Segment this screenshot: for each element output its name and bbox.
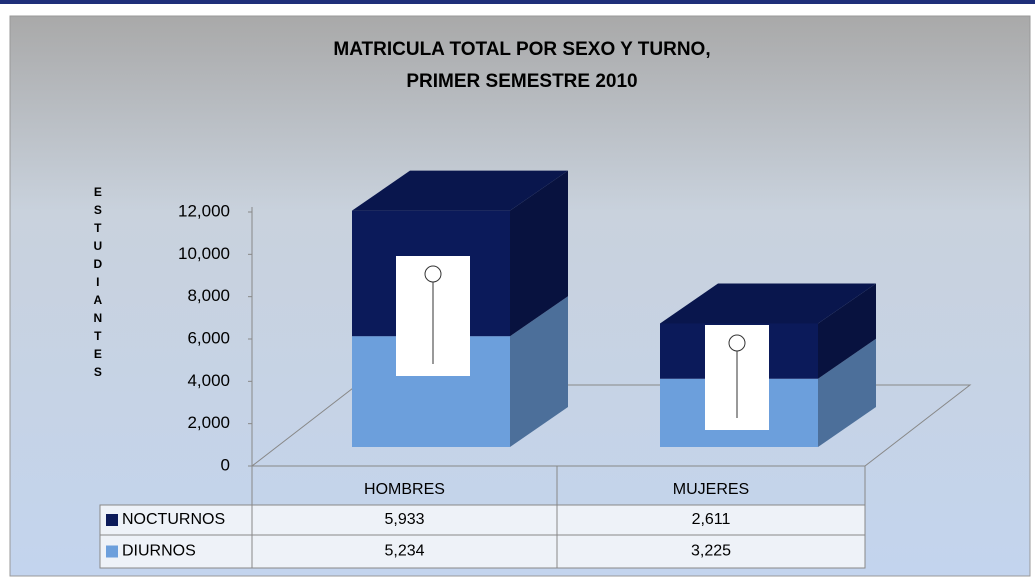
legend-label: NOCTURNOS [122,511,225,528]
table-body [99,504,866,569]
y-axis-label: ESTUDIANTES [91,185,105,383]
y-tick-label: 10,000 [178,244,230,263]
y-tick-label: 12,000 [178,201,230,220]
y-tick-label: 6,000 [187,328,230,347]
bar-side [510,296,568,447]
bar-side [510,170,568,337]
top-rule [0,0,1035,4]
category-label: MUJERES [673,481,749,498]
chart-title: PRIMER SEMESTRE 2010 [406,71,637,92]
bar-top [352,170,568,211]
data-table: HOMBRES MUJERES NOCTURNOS 5,933 2,611 DIURNOS… [99,465,866,569]
value-label: 5,234 [384,543,424,560]
legend-label: DIURNOS [122,543,196,560]
value-label: 3,225 [691,543,731,560]
bar-side [818,283,876,379]
bars [352,170,876,447]
bar-side [818,338,876,447]
legend-key [106,545,118,558]
y-tick-label: 8,000 [187,286,230,305]
y-tick-label: 0 [221,455,230,474]
value-label: 2,611 [692,511,731,528]
legend-key [106,514,118,526]
chart-title: MATRICULA TOTAL POR SEXO Y TURNO, [333,39,710,60]
value-label: 5,933 [384,511,424,528]
y-tick-label: 2,000 [187,413,230,432]
category-label: HOMBRES [364,481,445,498]
y-tick-label: 4,000 [187,371,230,390]
bar-top [660,283,876,324]
